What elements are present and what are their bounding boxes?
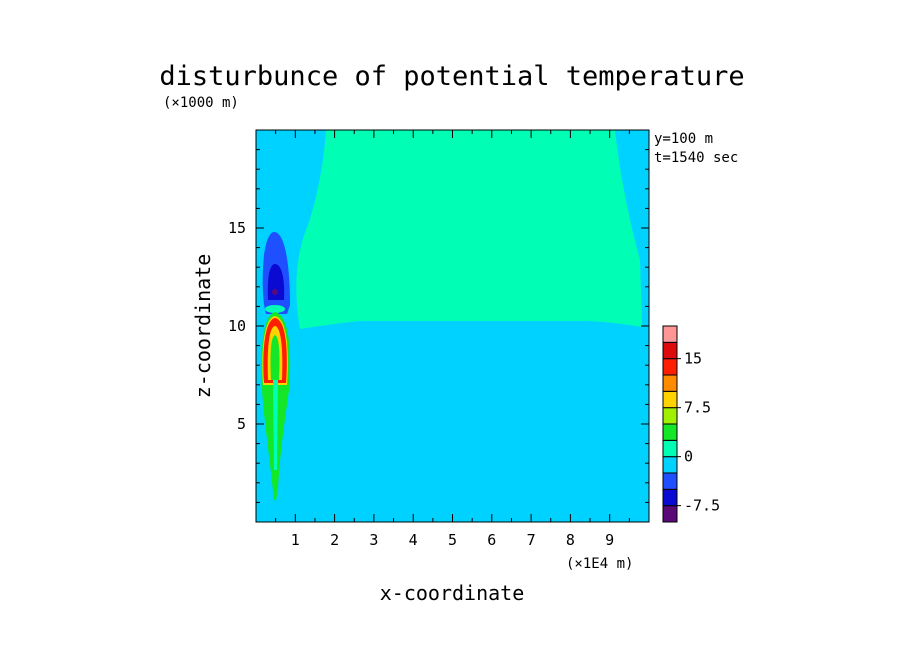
colorbar-swatch xyxy=(662,456,678,474)
contour-field xyxy=(256,130,649,522)
colorbar-swatch xyxy=(662,472,678,490)
annotation-y: y=100 m xyxy=(654,131,713,147)
colorbar-swatch xyxy=(662,341,678,360)
annotation-t: t=1540 sec xyxy=(654,150,738,166)
colorbar-swatch xyxy=(662,374,678,392)
x-tick-label: 1 xyxy=(291,531,300,549)
axis-ticks xyxy=(256,130,649,522)
colorbar-swatch xyxy=(662,423,678,441)
colorbar-label: 15 xyxy=(684,350,702,368)
y-unit-label: (×1000 m) xyxy=(163,95,239,111)
x-tick-label: 7 xyxy=(527,531,536,549)
region-cold-core xyxy=(267,264,285,300)
colorbar-swatch xyxy=(662,390,678,409)
chart-title: disturbunce of potential temperature xyxy=(159,61,744,92)
x-unit-label: (×1E4 m) xyxy=(566,556,633,572)
colorbar-swatch xyxy=(662,325,678,343)
x-tick-label: 4 xyxy=(409,531,418,549)
colorbar-swatch xyxy=(662,488,678,507)
x-tick-label: 2 xyxy=(330,531,339,549)
colorbar-label: -7.5 xyxy=(684,497,720,515)
y-tick-label: 10 xyxy=(228,317,246,335)
colorbar-swatch xyxy=(662,407,678,425)
colorbar-label: 0 xyxy=(684,448,693,466)
colorbar-label: 7.5 xyxy=(684,399,711,417)
colorbar-swatch xyxy=(662,358,678,376)
colorbar-swatch xyxy=(662,439,678,458)
x-tick-label: 5 xyxy=(448,531,457,549)
x-tick-label: 3 xyxy=(369,531,378,549)
y-axis-label: z-coordinate xyxy=(191,254,215,399)
region-warm-core xyxy=(270,335,280,380)
region-transition xyxy=(265,305,285,313)
colorbar-swatch xyxy=(662,505,678,523)
x-axis-label: x-coordinate xyxy=(380,581,525,605)
x-tick-label: 9 xyxy=(605,531,614,549)
y-tick-label: 15 xyxy=(228,219,246,237)
x-tick-label: 6 xyxy=(487,531,496,549)
region-plume-stem xyxy=(273,380,278,470)
axis-tick-labels: 1 2 3 4 5 6 7 8 9 5 10 15 xyxy=(228,219,614,549)
x-tick-label: 8 xyxy=(566,531,575,549)
region-cold-center xyxy=(272,289,278,295)
colorbar: -7.5 0 7.5 15 xyxy=(662,325,720,523)
region-upper-layer xyxy=(296,130,642,329)
y-tick-label: 5 xyxy=(237,415,246,433)
